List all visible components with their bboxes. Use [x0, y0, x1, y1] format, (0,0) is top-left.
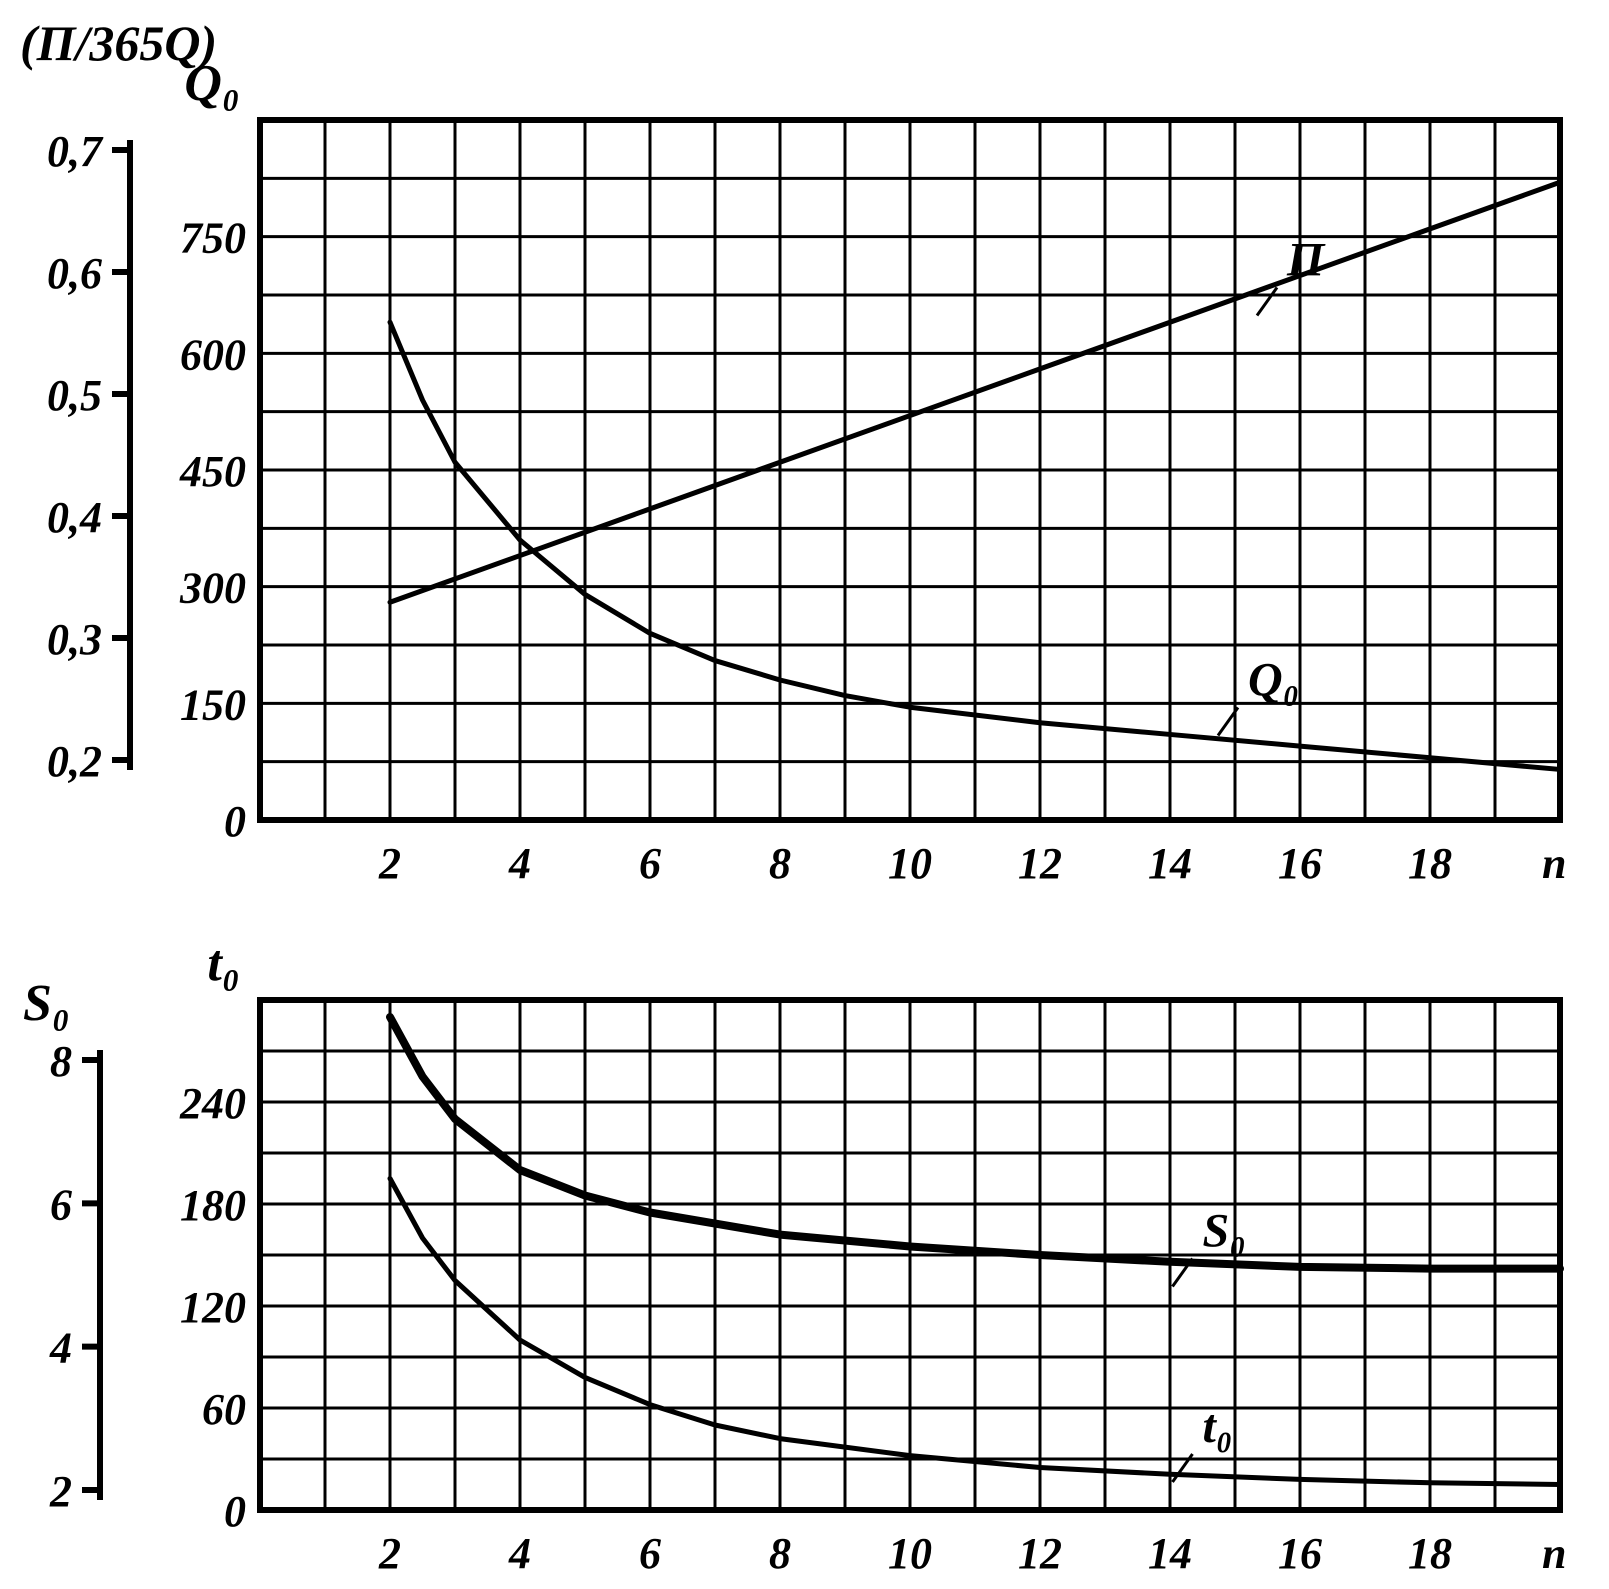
y-outer-tick-label: 0,2: [47, 737, 102, 786]
x-tick-label: 2: [378, 1529, 401, 1578]
plot: 2 4 6 8 10 12 14 16 18 n 0 150 300 450 600 750 Q₀ 0,2 0,3 0…: [47, 55, 1566, 888]
x-tick-label: 6: [639, 1529, 661, 1578]
x-tick-label: 2: [378, 839, 401, 888]
y-inner-tick-label: 180: [180, 1181, 246, 1230]
x-tick-label: 8: [769, 1529, 791, 1578]
series-label-Q0: Q₀: [1248, 654, 1299, 707]
series-label-t0: t₀: [1203, 1400, 1233, 1453]
y-outer-tick-label: 0,7: [47, 127, 104, 176]
y-inner-tick-label: 0: [224, 797, 246, 846]
y-inner-tick-label: 300: [179, 564, 246, 613]
plot: 2 4 6 8 10 12 14 16 18 n 0 60 120 180 240 t₀ 2 4 6 8 S₀ S₀ t₀: [23, 935, 1567, 1578]
y-inner-title: t₀: [207, 935, 240, 992]
y-inner-tick-label: 60: [202, 1385, 246, 1434]
x-tick-label: 14: [1148, 839, 1192, 888]
series-label-S0: S₀: [1203, 1205, 1246, 1258]
y-outer-tick-label: 0,3: [47, 615, 102, 664]
y-outer-tick-label: 2: [49, 1467, 72, 1516]
y-outer-tick-label: 4: [49, 1324, 72, 1373]
y-outer-tick-label: 6: [50, 1180, 72, 1229]
y-outer-title: S₀: [23, 975, 70, 1032]
x-tick-label: 4: [508, 839, 531, 888]
y-inner-tick-label: 120: [180, 1283, 246, 1332]
y-outer-tick-label: 0,5: [47, 371, 102, 420]
series-label-P: П: [1286, 234, 1326, 287]
x-tick-label: 16: [1278, 1529, 1322, 1578]
x-axis-end-label: n: [1542, 839, 1566, 888]
y-inner-tick-label: 150: [180, 680, 246, 729]
x-tick-label: 18: [1408, 1529, 1452, 1578]
y-outer-tick-label: 8: [50, 1037, 72, 1086]
x-axis-end-label: n: [1542, 1529, 1566, 1578]
y-outer-tick-label: 0,6: [47, 249, 102, 298]
x-tick-label: 12: [1018, 1529, 1062, 1578]
x-tick-label: 12: [1018, 839, 1062, 888]
y-inner-tick-label: 750: [180, 214, 246, 263]
x-tick-label: 8: [769, 839, 791, 888]
x-tick-label: 16: [1278, 839, 1322, 888]
y-inner-tick-label: 600: [180, 330, 246, 379]
x-tick-label: 10: [888, 839, 932, 888]
x-tick-label: 14: [1148, 1529, 1192, 1578]
y-inner-tick-label: 0: [224, 1487, 246, 1536]
x-tick-label: 6: [639, 839, 661, 888]
y-outer-tick-label: 0,4: [47, 493, 102, 542]
x-tick-label: 18: [1408, 839, 1452, 888]
y-inner-tick-label: 450: [179, 447, 246, 496]
x-tick-label: 4: [508, 1529, 531, 1578]
y-inner-tick-label: 240: [179, 1079, 246, 1128]
y-inner-title: Q₀: [184, 55, 240, 112]
x-tick-label: 10: [888, 1529, 932, 1578]
